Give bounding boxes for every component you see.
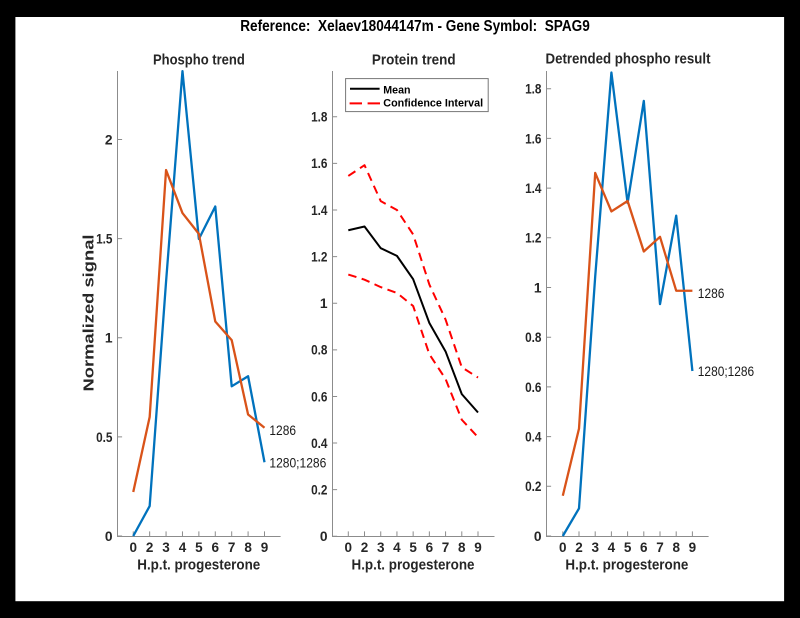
svg-text:8: 8 bbox=[458, 540, 466, 555]
svg-text:0: 0 bbox=[105, 529, 113, 544]
svg-text:1280;1286: 1280;1286 bbox=[698, 364, 754, 379]
svg-text:0: 0 bbox=[129, 540, 137, 555]
svg-text:H.p.t. progesterone: H.p.t. progesterone bbox=[565, 558, 688, 574]
svg-text:0.4: 0.4 bbox=[311, 436, 328, 451]
svg-text:1: 1 bbox=[105, 331, 113, 346]
svg-text:H.p.t. progesterone: H.p.t. progesterone bbox=[352, 558, 475, 574]
svg-text:0.2: 0.2 bbox=[525, 479, 542, 494]
svg-text:5: 5 bbox=[195, 540, 203, 555]
svg-text:1.2: 1.2 bbox=[525, 231, 542, 246]
svg-text:1: 1 bbox=[320, 296, 328, 311]
svg-text:6: 6 bbox=[426, 540, 434, 555]
svg-text:1.4: 1.4 bbox=[311, 203, 328, 218]
svg-text:1.2: 1.2 bbox=[311, 249, 328, 264]
svg-text:0.2: 0.2 bbox=[311, 483, 328, 498]
svg-text:0.8: 0.8 bbox=[311, 343, 328, 358]
svg-text:2: 2 bbox=[105, 132, 113, 147]
svg-text:8: 8 bbox=[672, 540, 680, 555]
svg-text:3: 3 bbox=[591, 540, 599, 555]
svg-text:Detrended phospho result: Detrended phospho result bbox=[546, 51, 711, 68]
svg-text:0: 0 bbox=[345, 540, 353, 555]
svg-text:5: 5 bbox=[624, 540, 632, 555]
svg-text:9: 9 bbox=[689, 540, 697, 555]
svg-text:1280;1286: 1280;1286 bbox=[269, 455, 326, 470]
svg-text:1.4: 1.4 bbox=[525, 181, 542, 196]
svg-text:6: 6 bbox=[212, 540, 220, 555]
svg-text:1.8: 1.8 bbox=[525, 82, 542, 97]
svg-text:0: 0 bbox=[534, 529, 542, 544]
svg-text:3: 3 bbox=[377, 540, 385, 555]
svg-text:5: 5 bbox=[409, 540, 417, 555]
svg-text:Reference: Xelaev18044147m -: Reference: Xelaev18044147m - Gene Symbol… bbox=[240, 18, 590, 35]
svg-text:Confidence Interval: Confidence Interval bbox=[383, 98, 483, 110]
svg-text:4: 4 bbox=[608, 540, 616, 555]
svg-text:6: 6 bbox=[640, 540, 648, 555]
svg-text:Normalized signal: Normalized signal bbox=[81, 235, 98, 392]
svg-text:Protein trend: Protein trend bbox=[372, 52, 456, 69]
svg-text:7: 7 bbox=[656, 540, 664, 555]
svg-text:7: 7 bbox=[228, 540, 236, 555]
svg-text:0.6: 0.6 bbox=[311, 389, 328, 404]
svg-text:0.8: 0.8 bbox=[525, 330, 542, 345]
svg-text:3: 3 bbox=[162, 540, 170, 555]
svg-text:2: 2 bbox=[146, 540, 154, 555]
svg-text:1: 1 bbox=[534, 280, 542, 295]
svg-text:9: 9 bbox=[474, 540, 482, 555]
svg-text:1.6: 1.6 bbox=[525, 131, 542, 146]
svg-text:0: 0 bbox=[559, 540, 567, 555]
svg-text:1286: 1286 bbox=[698, 286, 725, 301]
svg-text:1.8: 1.8 bbox=[311, 110, 328, 125]
svg-text:4: 4 bbox=[393, 540, 401, 555]
svg-text:4: 4 bbox=[179, 540, 187, 555]
svg-text:0.5: 0.5 bbox=[96, 430, 113, 445]
svg-text:1286: 1286 bbox=[269, 423, 296, 438]
svg-text:1.6: 1.6 bbox=[311, 156, 328, 171]
svg-text:2: 2 bbox=[361, 540, 369, 555]
svg-text:Phospho trend: Phospho trend bbox=[153, 51, 245, 68]
svg-text:2: 2 bbox=[575, 540, 583, 555]
svg-text:0.6: 0.6 bbox=[525, 380, 542, 395]
svg-text:9: 9 bbox=[261, 540, 269, 555]
svg-text:8: 8 bbox=[244, 540, 252, 555]
svg-text:0: 0 bbox=[320, 529, 328, 544]
svg-text:0.4: 0.4 bbox=[525, 430, 542, 445]
svg-text:Mean: Mean bbox=[383, 85, 410, 97]
svg-text:7: 7 bbox=[442, 540, 450, 555]
svg-text:H.p.t. progesterone: H.p.t. progesterone bbox=[137, 558, 260, 574]
svg-text:1.5: 1.5 bbox=[96, 232, 113, 247]
